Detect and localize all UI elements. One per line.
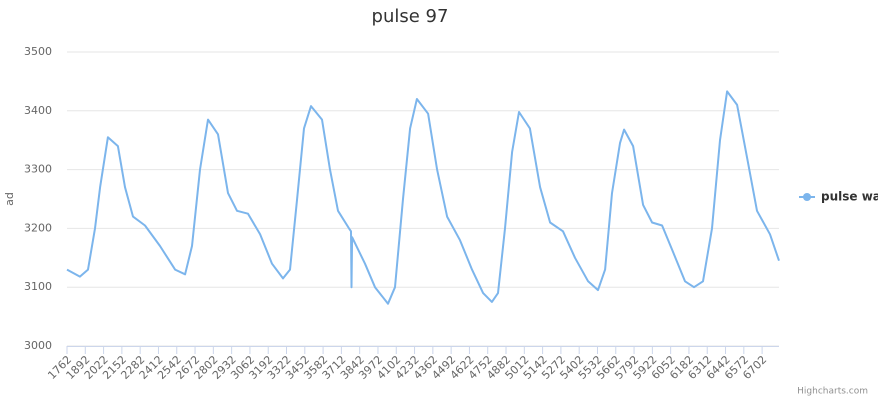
data-line (66, 90, 780, 305)
credits: Highcharts.com (797, 387, 868, 397)
y-tick-label: 3200 (24, 221, 52, 234)
y-tick-label: 3100 (24, 280, 52, 293)
y-axis-title: ad (3, 192, 16, 206)
legend-label: pulse wave (821, 190, 878, 204)
y-tick-label: 3500 (24, 45, 52, 58)
legend-symbol (803, 193, 811, 201)
y-tick-label: 3000 (24, 339, 52, 352)
chart-title: pulse 97 (372, 6, 449, 27)
y-tick-label: 3400 (24, 104, 52, 117)
y-tick-label: 3300 (24, 163, 52, 176)
